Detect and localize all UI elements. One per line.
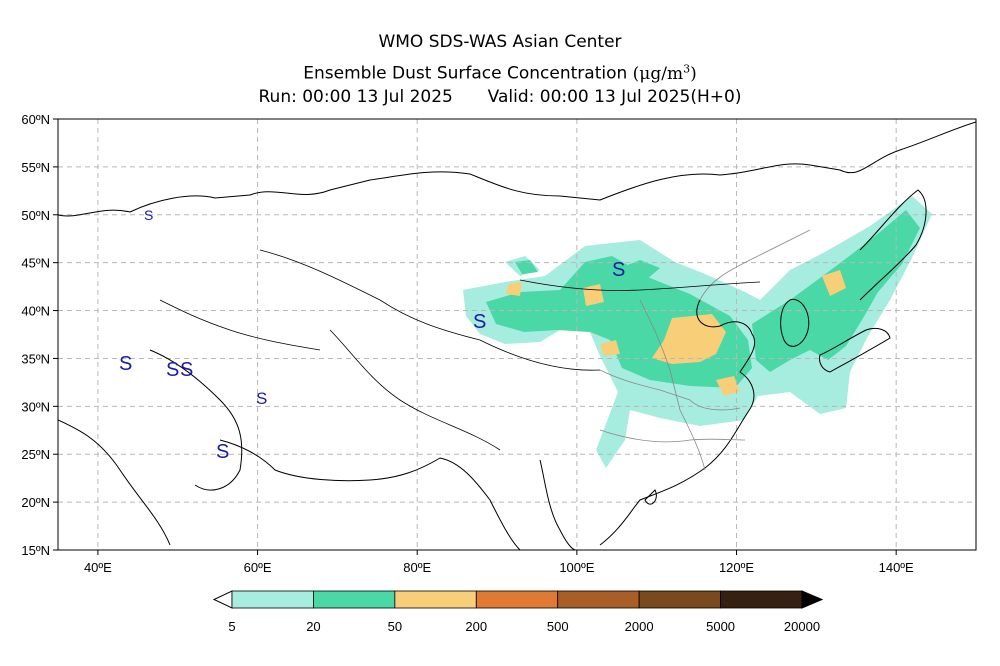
- lat-tick-label: 20ºN: [21, 495, 50, 510]
- dust-source-marker: S: [144, 207, 153, 223]
- valid-label: Valid: 00:00 13 Jul 2025(H+0): [487, 87, 742, 107]
- colorbar-swatch: [231, 590, 314, 609]
- lon-tick-label: 40ºE: [84, 560, 112, 575]
- chart-title: WMO SDS-WAS Asian Center: [378, 32, 622, 52]
- lon-tick-label: 80ºE: [403, 560, 431, 575]
- lat-tick-label: 35ºN: [21, 351, 50, 366]
- run-label: Run: 00:00 13 Jul 2025: [258, 87, 453, 107]
- map-frame: [57, 118, 977, 551]
- run-valid-line: Run: 00:00 13 Jul 2025 Valid: 00:00 13 J…: [0, 86, 1000, 108]
- colorbar-label: 5000: [706, 619, 735, 634]
- colorbar-label: 500: [547, 619, 569, 634]
- dust-source-marker: S: [256, 389, 267, 408]
- dust-source-marker: S: [473, 311, 486, 333]
- coastlines: [58, 121, 976, 550]
- colorbar-label: 2000: [625, 619, 654, 634]
- lon-tick-label: 100ºE: [559, 560, 594, 575]
- dust-source-marker: S: [166, 359, 179, 381]
- lon-tick-label: 60ºE: [244, 560, 272, 575]
- dust-source-marker: S: [119, 353, 132, 375]
- dust-source-marker: S: [180, 359, 193, 381]
- axis-ticks: 60ºN 55ºN 50ºN 45ºN 40ºN 35ºN 30ºN 25ºN 20ºN 15ºN…: [21, 112, 914, 575]
- lon-tick-label: 140ºE: [879, 560, 914, 575]
- lat-tick-label: 55ºN: [21, 160, 50, 175]
- colorbar: 5 20 50 200 500 2000 5000 20000: [212, 590, 824, 634]
- dust-source-marker: S: [612, 259, 625, 281]
- colorbar-swatch: [720, 590, 803, 609]
- country-borders: [159, 249, 761, 451]
- lat-tick-label: 45ºN: [21, 256, 50, 271]
- colorbar-label: 20000: [784, 619, 820, 634]
- province-borders: [599, 229, 811, 471]
- colorbar-label: 20: [306, 619, 320, 634]
- unit-label: (μg/m3): [632, 62, 697, 84]
- lat-tick-label: 25ºN: [21, 447, 50, 462]
- dust-source-markers: S S S S S S S S: [119, 207, 625, 463]
- lon-tick-label: 120ºE: [719, 560, 754, 575]
- lat-tick-label: 50ºN: [21, 208, 50, 223]
- lat-tick-label: 60ºN: [21, 112, 50, 127]
- lat-tick-label: 15ºN: [21, 543, 50, 558]
- colorbar-label: 5: [228, 619, 235, 634]
- colorbar-swatch: [638, 590, 721, 609]
- lat-tick-label: 30ºN: [21, 399, 50, 414]
- chart-subtitle: Ensemble Dust Surface Concentration (μg/…: [0, 58, 1000, 85]
- subtitle-text: Ensemble Dust Surface Concentration: [303, 63, 628, 84]
- lat-tick-label: 40ºN: [21, 304, 50, 319]
- colorbar-swatch: [475, 590, 559, 609]
- colorbar-under-triangle: [212, 590, 233, 609]
- dust-source-marker: S: [216, 441, 229, 463]
- colorbar-label: 200: [465, 619, 487, 634]
- colorbar-label: 50: [388, 619, 402, 634]
- colorbar-swatch: [557, 590, 640, 609]
- colorbar-swatch: [394, 590, 477, 609]
- dust-concentration-fields: [463, 196, 932, 468]
- colorbar-over-triangle: [801, 590, 824, 609]
- colorbar-swatch: [313, 590, 396, 609]
